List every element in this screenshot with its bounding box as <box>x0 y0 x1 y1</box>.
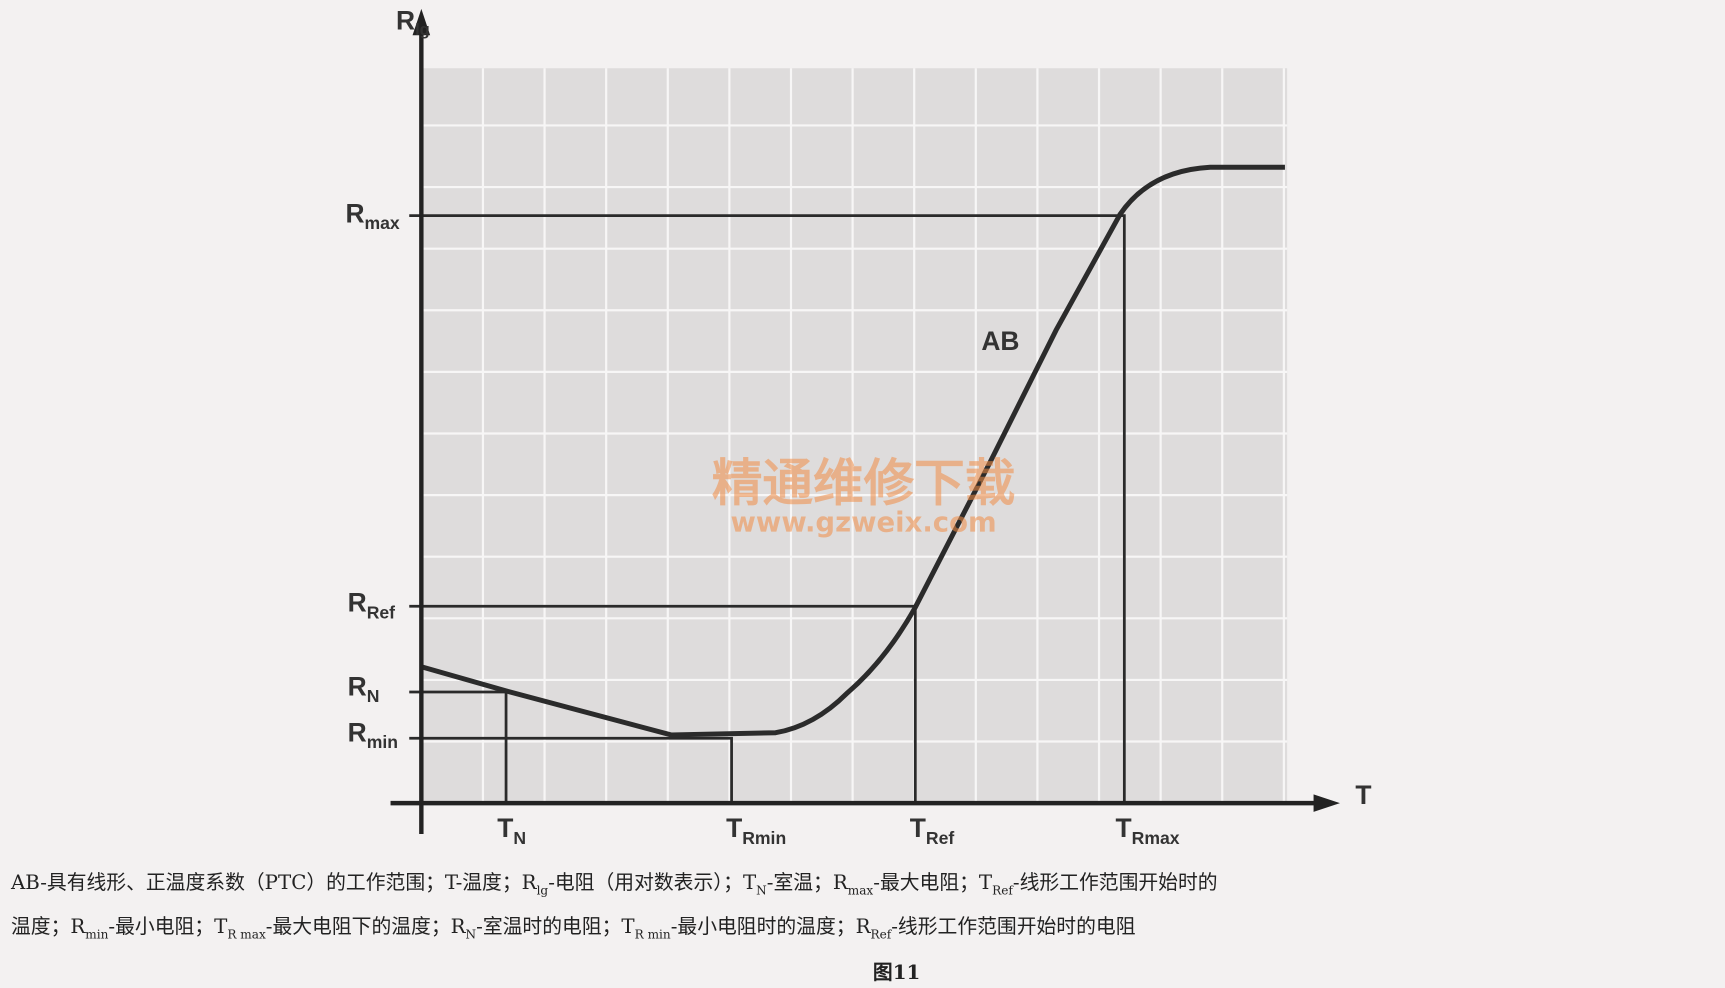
caption-sub: N <box>466 927 477 941</box>
caption-sub: Ref <box>870 927 892 941</box>
axes <box>390 22 1321 834</box>
label-sub: N <box>513 828 526 848</box>
watermark-title: 精通维修下载 <box>712 453 1016 513</box>
x-axis-label: T <box>1355 780 1371 810</box>
caption-sub: Ref <box>992 883 1014 897</box>
caption-text: -电阻（用对数表示）；T <box>548 871 757 894</box>
label-sub: Ref <box>926 828 954 848</box>
caption-text: 温度；R <box>11 915 86 938</box>
caption: AB-具有线形、正温度系数（PTC）的工作范围；T-温度；Rlg-电阻（用对数表… <box>10 871 1218 942</box>
caption-text: -最小电阻时的温度；R <box>671 915 872 938</box>
caption-text: AB-具有线形、正温度系数（PTC）的工作范围；T-温度；R <box>10 871 538 894</box>
y-arrow <box>412 8 431 36</box>
caption-sub: N <box>756 883 767 897</box>
curve-ab <box>420 164 1285 738</box>
label-main: R <box>348 588 367 618</box>
caption-text: -室温；R <box>767 871 849 894</box>
rmin-label: Rmin <box>348 718 398 753</box>
label-main: R <box>396 6 415 36</box>
caption-text: -线形工作范围开始时的 <box>1013 871 1218 894</box>
caption-line: 温度；Rmin-最小电阻；TR max-最大电阻下的温度；RN-室温时的电阻；T… <box>11 915 1136 942</box>
rmax-line <box>409 214 1126 804</box>
label-sub: N <box>367 686 380 706</box>
tn-label: TN <box>497 813 526 848</box>
label-sub: Rmin <box>742 828 786 848</box>
caption-text: -最小电阻；T <box>108 915 228 938</box>
label-main: R <box>345 198 364 228</box>
label-main: T <box>497 813 513 843</box>
label-sub: min <box>367 732 398 752</box>
watermark-url: www.gzweix.com <box>731 506 997 538</box>
label-main: R <box>348 671 367 701</box>
rmax-label: Rmax <box>345 198 399 233</box>
x-arrow <box>1313 794 1340 812</box>
y-axis-label: Rlg <box>396 6 430 40</box>
trmin-label: TRmin <box>726 813 786 848</box>
figure-label: 图11 <box>873 960 920 984</box>
label-sub: Rmax <box>1132 828 1180 848</box>
rref-label: RRef <box>348 588 396 623</box>
label-main: T <box>910 813 926 843</box>
caption-sub: lg <box>537 883 549 897</box>
label-sub: lg <box>415 21 430 39</box>
caption-sub: max <box>848 883 874 897</box>
label-main: T <box>1116 813 1132 843</box>
curve-label: AB <box>981 326 1019 356</box>
label-sub: Ref <box>367 602 395 622</box>
caption-sub: min <box>85 927 108 941</box>
caption-text: -最大电阻下的温度；R <box>266 915 467 938</box>
caption-line: AB-具有线形、正温度系数（PTC）的工作范围；T-温度；Rlg-电阻（用对数表… <box>10 871 1218 898</box>
caption-sub: R min <box>635 927 671 941</box>
rn-label: RN <box>348 671 380 706</box>
rmin-line <box>409 736 733 804</box>
caption-text: -线形工作范围开始时的电阻 <box>891 915 1135 938</box>
caption-sub: R max <box>227 927 266 941</box>
trmax-label: TRmax <box>1116 813 1180 848</box>
caption-text: -室温时的电阻；T <box>476 915 635 938</box>
label-sub: max <box>365 213 400 233</box>
label-main: T <box>726 813 742 843</box>
tref-label: TRef <box>910 813 955 848</box>
label-main: R <box>348 718 367 748</box>
caption-text: -最大电阻；T <box>873 871 993 894</box>
grid <box>421 68 1288 804</box>
